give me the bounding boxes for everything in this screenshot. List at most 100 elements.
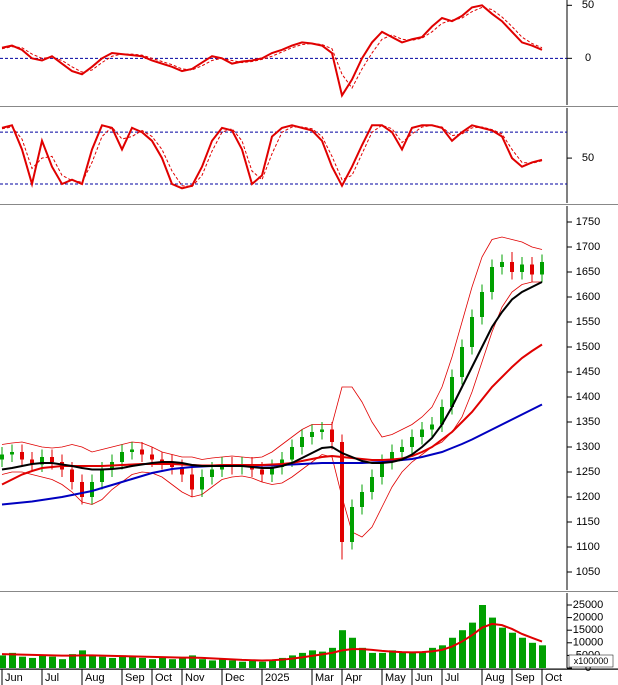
volume-bar — [149, 659, 156, 668]
candle-body — [430, 424, 434, 430]
volume-bar — [539, 645, 546, 668]
volume-bar — [39, 655, 46, 668]
volume-bar — [159, 657, 166, 668]
volume-bar — [29, 657, 36, 668]
candle-body — [350, 507, 354, 542]
x-tick-label: Apr — [345, 672, 362, 684]
candle-body — [180, 467, 184, 475]
candle-body — [20, 452, 24, 460]
volume-average — [1, 622, 543, 662]
candle-body — [0, 454, 4, 460]
volume-bar — [319, 651, 326, 668]
y-tick-label: 1650 — [576, 266, 600, 278]
volume-bar — [399, 651, 406, 668]
indicator-line — [1, 124, 543, 188]
x-tick-label: Nov — [185, 672, 205, 684]
x-tick-label: Aug — [485, 672, 505, 684]
candle-body — [310, 432, 314, 437]
volume-bar — [89, 655, 96, 668]
moving-average — [1, 281, 543, 471]
y-tick-label: 25000 — [573, 599, 604, 611]
x-tick-label: Jun — [415, 672, 433, 684]
volume-bar — [169, 659, 176, 668]
y-tick-label: 50 — [582, 0, 594, 11]
x-tick-label: 2025 — [265, 672, 289, 684]
y-tick-label: 0 — [585, 662, 591, 674]
volume-bar — [9, 652, 16, 668]
x-tick-label: Jul — [445, 672, 459, 684]
candle-body — [320, 429, 324, 432]
x-tick-label: Sep — [125, 672, 145, 684]
volume-bar — [199, 659, 206, 668]
candle-body — [460, 347, 464, 377]
volume-bar — [349, 637, 356, 668]
candle-body — [160, 459, 164, 462]
candle-body — [520, 264, 524, 272]
volume-bar — [19, 656, 26, 668]
candle-body — [40, 457, 44, 465]
indicator-line — [1, 124, 543, 190]
indicator-line — [1, 4, 543, 99]
volume-bar — [419, 651, 426, 668]
y-tick-label: 1250 — [576, 466, 600, 478]
y-tick-label: 1200 — [576, 491, 600, 503]
volume-bar — [369, 652, 376, 668]
volume-bar — [139, 657, 146, 668]
y-tick-label: 10000 — [573, 637, 604, 649]
x-tick-label: Oct — [155, 672, 172, 684]
candle-body — [510, 262, 514, 272]
candle-body — [390, 452, 394, 462]
candle-body — [50, 457, 54, 462]
volume-bar — [99, 656, 106, 668]
volume-bar — [429, 647, 436, 668]
y-tick-label: 50 — [582, 152, 594, 164]
candle-body — [380, 462, 384, 477]
moving-average — [1, 343, 543, 486]
volume-bar — [389, 650, 396, 668]
candle-body — [260, 469, 264, 475]
unit-label: x100000 — [574, 656, 609, 666]
candle-body — [190, 474, 194, 490]
candle-body — [90, 482, 94, 497]
volume-bar — [249, 660, 256, 668]
volume-bar — [329, 647, 336, 668]
candle-body — [410, 437, 414, 447]
x-tick-label: Jul — [45, 672, 59, 684]
volume-bar — [59, 659, 66, 668]
candle-body — [80, 482, 84, 497]
volume-bar — [189, 655, 196, 668]
volume-bar — [509, 632, 516, 668]
x-tick-label: Jun — [5, 672, 23, 684]
volume-bar — [179, 657, 186, 668]
volume-bar — [279, 657, 286, 668]
volume-bar — [479, 604, 486, 668]
volume-bar — [459, 630, 466, 668]
volume-bar — [219, 659, 226, 668]
volume-bar — [529, 642, 536, 668]
candle-body — [130, 449, 134, 452]
volume-bar — [269, 660, 276, 668]
y-tick-label: 0 — [585, 52, 591, 64]
volume-bar — [49, 656, 56, 668]
candle-body — [440, 407, 444, 425]
candle-body — [120, 452, 124, 462]
y-tick-label: 1600 — [576, 291, 600, 303]
y-tick-label: 1350 — [576, 416, 600, 428]
band-upper — [1, 236, 543, 460]
candle-body — [270, 467, 274, 475]
x-tick-label: Sep — [515, 672, 535, 684]
y-tick-label: 1450 — [576, 366, 600, 378]
candle-body — [470, 317, 474, 347]
candle-body — [300, 437, 304, 447]
y-tick-label: 15000 — [573, 624, 604, 636]
candle-body — [420, 429, 424, 437]
candle-body — [290, 447, 294, 460]
y-tick-label: 1100 — [576, 541, 600, 553]
candle-body — [140, 449, 144, 455]
candle-body — [540, 262, 544, 275]
volume-bar — [69, 654, 76, 668]
x-tick-label: May — [385, 672, 406, 684]
